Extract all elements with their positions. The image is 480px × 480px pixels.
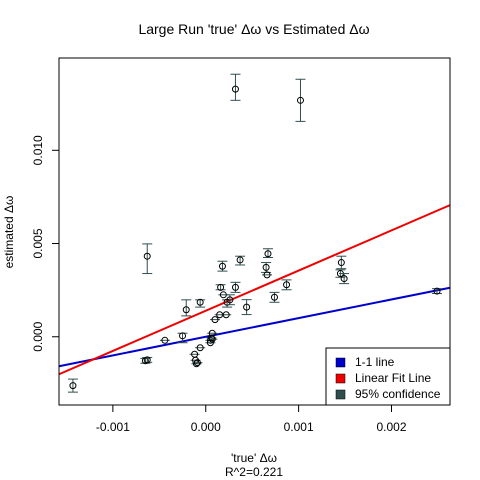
data-point — [182, 306, 190, 314]
data-point — [192, 360, 200, 368]
legend-swatch — [335, 373, 346, 384]
legend-swatch — [335, 389, 346, 400]
data-point — [161, 336, 169, 344]
data-point-group — [230, 281, 241, 293]
data-point-group — [224, 294, 235, 306]
data-point — [270, 293, 278, 301]
data-point — [196, 298, 204, 306]
data-point — [231, 283, 239, 291]
data-points — [67, 73, 442, 393]
data-point — [208, 329, 216, 337]
legend-label: Linear Fit Line — [355, 371, 431, 385]
data-point — [340, 275, 348, 283]
x-tick-label: 0.001 — [284, 420, 314, 434]
one-to-one-line — [58, 286, 451, 368]
legend: 1-1 line Linear Fit Line 95% confidence — [325, 347, 451, 406]
data-point — [296, 96, 304, 104]
data-point-group — [262, 271, 273, 279]
data-point-group — [181, 299, 192, 317]
data-point-group — [269, 291, 280, 303]
data-point-group — [67, 378, 78, 393]
data-point-group — [230, 73, 241, 101]
data-point — [206, 339, 214, 347]
y-tick-label: 0.010 — [31, 135, 45, 165]
data-point-group — [221, 311, 232, 319]
data-point — [211, 316, 219, 324]
data-point — [264, 250, 272, 258]
data-point — [207, 334, 215, 342]
legend-label: 1-1 line — [355, 355, 395, 369]
data-point-group — [261, 262, 272, 273]
data-point-group — [189, 350, 200, 358]
data-point — [433, 287, 441, 295]
data-point-group — [142, 243, 153, 275]
data-point — [263, 271, 271, 279]
data-point — [337, 259, 345, 267]
data-point — [243, 303, 251, 311]
data-point-group — [431, 287, 442, 295]
data-point-group — [177, 332, 188, 344]
data-point — [69, 382, 77, 390]
data-point — [196, 344, 204, 352]
data-point-group — [217, 260, 228, 272]
x-tick-label: 0.002 — [376, 420, 406, 434]
data-point-group — [207, 329, 218, 337]
data-point-group — [281, 279, 292, 291]
data-point — [193, 359, 201, 367]
data-point-group — [195, 298, 206, 308]
x-tick-label: 0.000 — [191, 420, 221, 434]
y-tick-label: 0.000 — [31, 321, 45, 351]
data-point — [231, 85, 239, 93]
r-squared-label: R^2=0.221 — [225, 465, 283, 479]
data-point-group — [205, 339, 216, 347]
data-point-group — [192, 359, 203, 367]
chart-title: Large Run 'true' Δω vs Estimated Δω — [138, 21, 369, 37]
y-tick-label: 0.005 — [31, 228, 45, 258]
linear-fit-line — [58, 204, 451, 376]
data-point — [143, 252, 151, 260]
data-point-group — [235, 255, 246, 266]
data-point-group — [195, 344, 206, 352]
data-point — [218, 262, 226, 270]
data-point-group — [295, 78, 306, 122]
plot-frame — [58, 57, 451, 406]
legend-box — [325, 347, 451, 406]
y-axis-label: estimated Δω — [2, 196, 16, 269]
legend-swatch — [335, 357, 346, 368]
x-tick-label: -0.001 — [96, 420, 130, 434]
legend-label: 95% confidence — [355, 387, 441, 401]
data-point — [217, 283, 225, 291]
data-point-group — [241, 299, 252, 316]
data-point-group — [210, 316, 221, 324]
data-point-group — [215, 283, 226, 291]
fit-lines — [58, 204, 451, 376]
data-point-group — [262, 248, 273, 259]
data-point-group — [339, 273, 350, 285]
data-point — [222, 311, 230, 319]
x-axis-label: 'true' Δω — [231, 451, 277, 465]
data-point — [179, 332, 187, 340]
data-point-group — [336, 255, 347, 270]
data-point — [236, 256, 244, 264]
data-point — [143, 356, 151, 364]
data-point — [226, 296, 234, 304]
data-point-group — [159, 336, 170, 344]
data-point — [262, 263, 270, 271]
data-point — [283, 281, 291, 289]
data-point-group — [142, 356, 153, 364]
